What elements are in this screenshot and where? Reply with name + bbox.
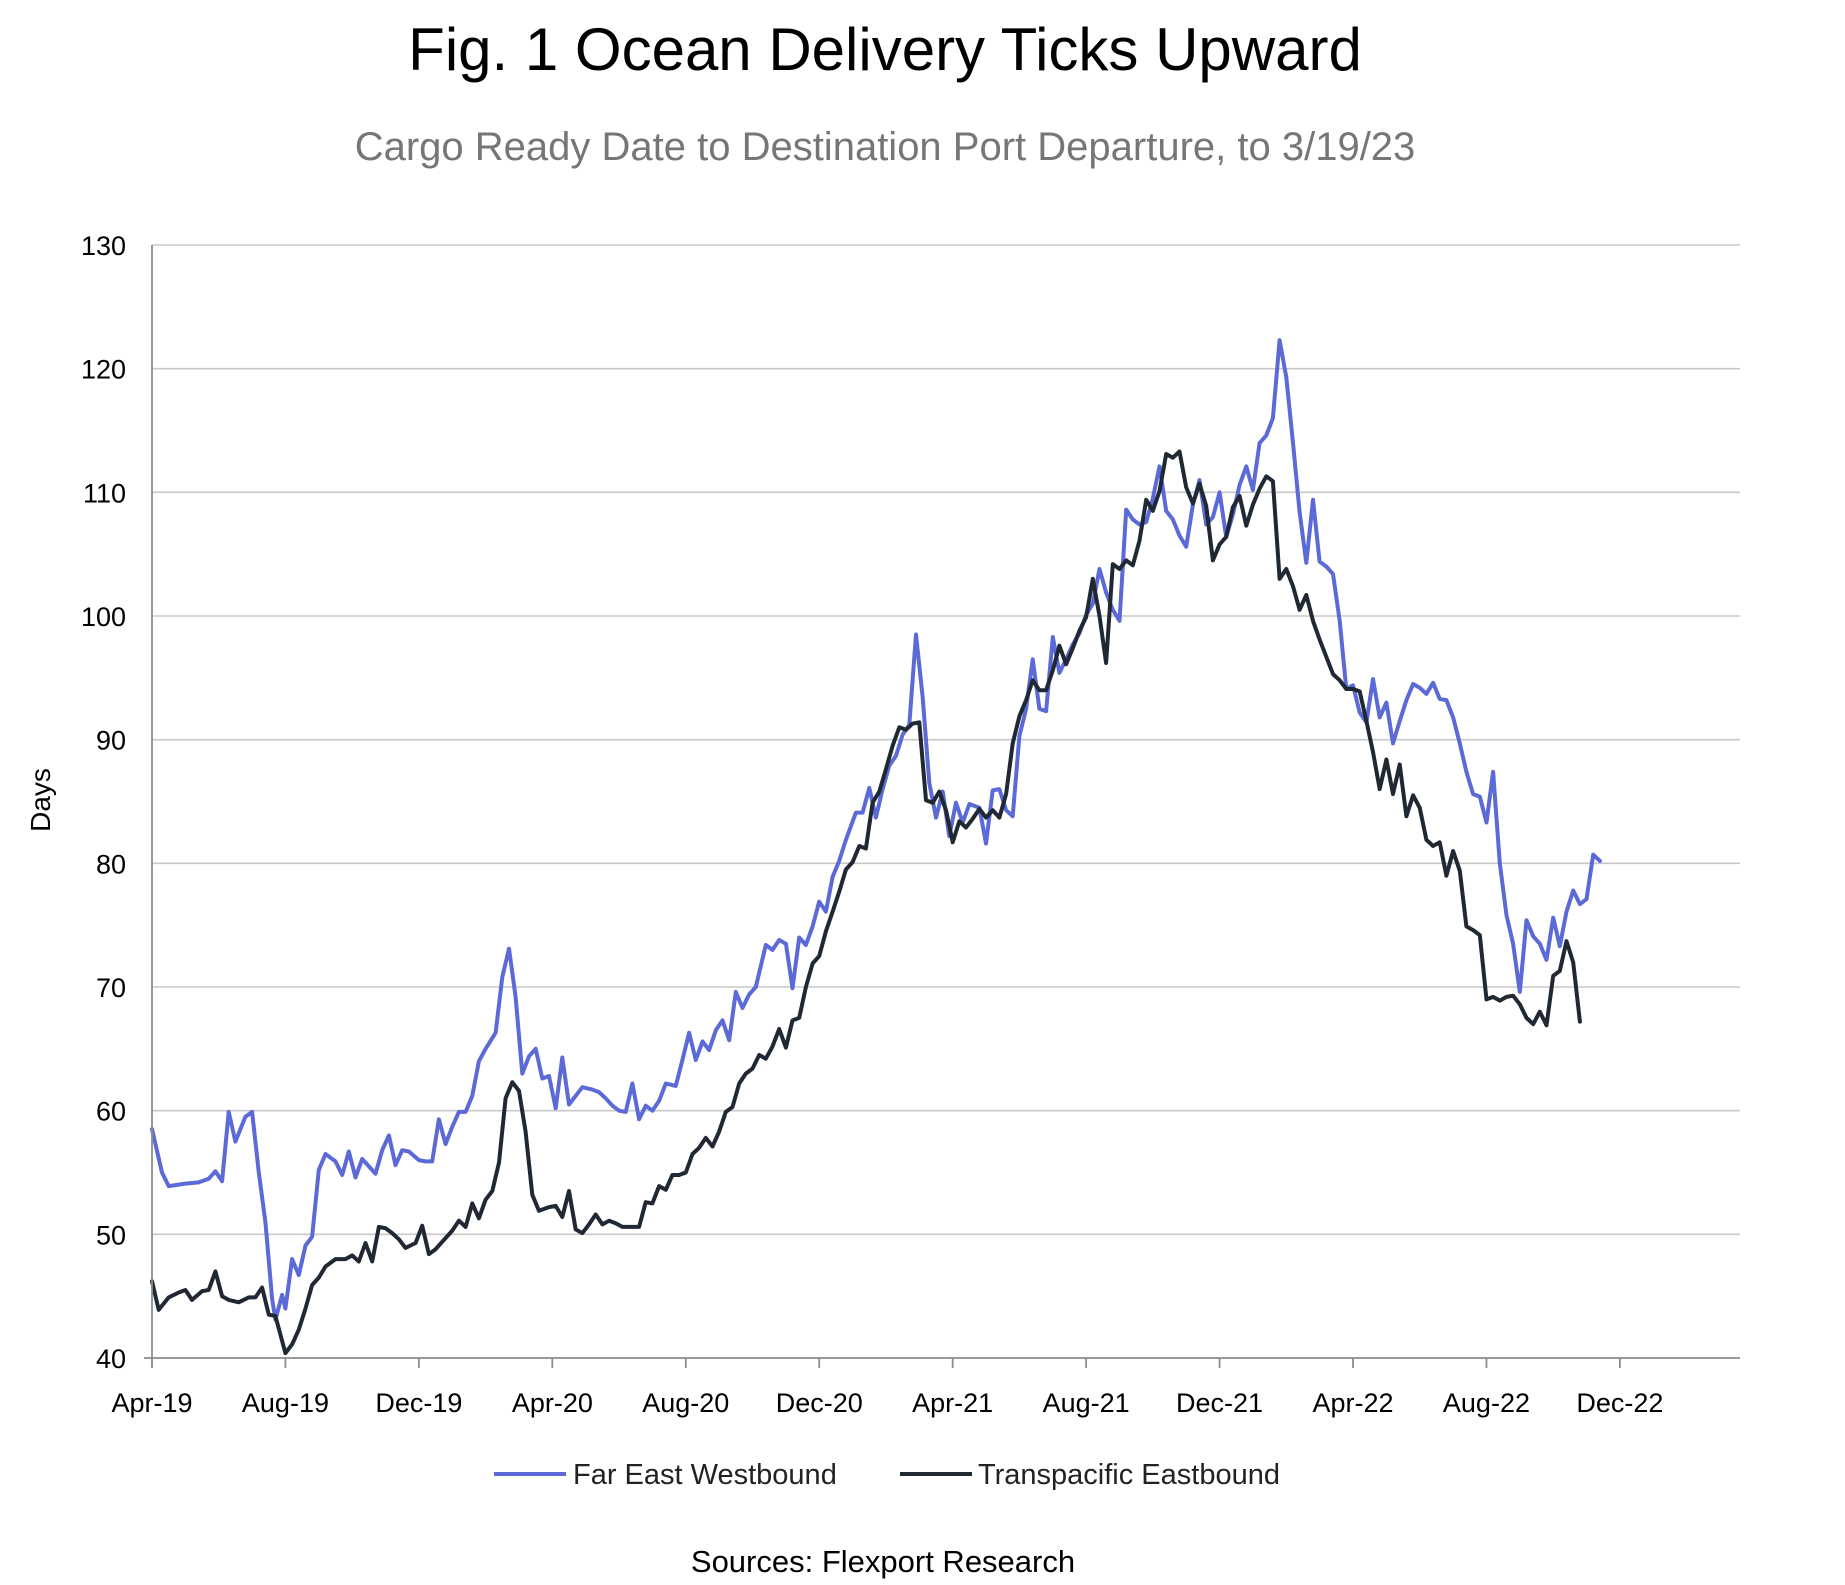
y-axis-ticks: 40 50 60 70 80 90 100 110 120 130 [81,231,126,1374]
series-lines [150,338,1602,1356]
x-tick-label: Aug-22 [1443,1388,1530,1418]
x-tick-label: Dec-22 [1576,1388,1663,1418]
series-line-transpacific-eastbound [150,449,1582,1356]
x-tick-label: Dec-20 [776,1388,863,1418]
legend: Far East Westbound Transpacific Eastboun… [494,1459,1280,1491]
x-tick-label: Apr-21 [912,1388,993,1418]
y-tick-label: 120 [81,355,126,385]
legend-label-far-east-westbound: Far East Westbound [573,1459,837,1491]
y-tick-label: 80 [96,849,126,879]
axes [144,245,1740,1366]
y-tick-label: 40 [96,1344,126,1374]
x-tick-label: Apr-22 [1312,1388,1393,1418]
y-tick-label: 130 [81,231,126,261]
y-axis-label: Days [25,768,56,832]
x-tick-label: Dec-21 [1176,1388,1263,1418]
x-tick-label: Aug-20 [642,1388,729,1418]
y-tick-label: 70 [96,973,126,1003]
x-tick-label: Apr-19 [111,1388,192,1418]
gridlines [152,244,1740,1236]
series-line-far-east-westbound [150,338,1602,1322]
y-tick-label: 90 [96,726,126,756]
y-tick-label: 50 [96,1220,126,1250]
y-tick-label: 60 [96,1097,126,1127]
legend-label-transpacific-eastbound: Transpacific Eastbound [978,1459,1280,1491]
x-tick-label: Aug-19 [242,1388,329,1418]
x-tick-label: Aug-21 [1043,1388,1130,1418]
x-tick-label: Apr-20 [512,1388,593,1418]
y-tick-label: 110 [83,478,126,508]
x-axis-ticks: Apr-19 Aug-19 Dec-19 Apr-20 Aug-20 Dec-20 Apr-… [111,1358,1663,1418]
chart-title: Fig. 1 Ocean Delivery Ticks Upward [408,16,1362,83]
chart-subtitle: Cargo Ready Date to Destination Port Dep… [355,125,1416,169]
source-note: Sources: Flexport Research [691,1544,1075,1579]
x-tick-label: Dec-19 [375,1388,462,1418]
y-tick-label: 100 [81,602,126,632]
